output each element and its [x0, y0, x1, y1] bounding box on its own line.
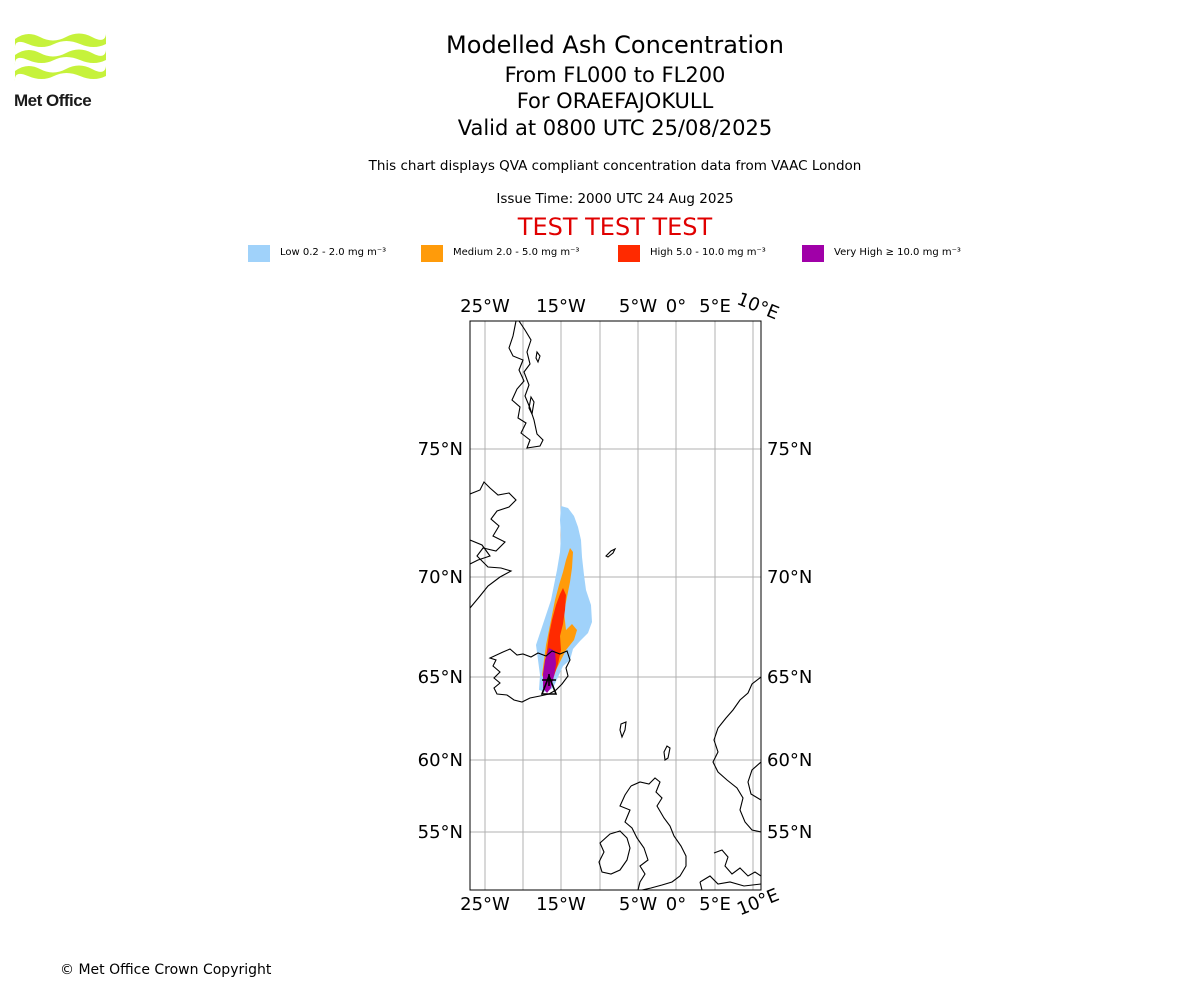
lat-tick-right-75n: 75°N: [767, 439, 812, 460]
legend-label-medium: Medium 2.0 - 5.0 mg m⁻³: [453, 247, 580, 258]
lon-tick-top-0: 0°: [666, 296, 686, 317]
volcano-name: For ORAEFAJOKULL: [516, 89, 714, 113]
lat-tick-left-65n: 65°N: [418, 667, 463, 688]
coast-denmark: [713, 849, 761, 877]
coastlines: [470, 321, 761, 890]
coast-norway-inner: [747, 761, 761, 801]
coast-norway: [712, 676, 761, 833]
coast-greenland-inlet: [470, 539, 491, 565]
legend-swatch-very-high: [802, 245, 824, 262]
map-frame: [469, 320, 762, 891]
coast-great-britain: [619, 777, 687, 890]
release-crosshair: [542, 674, 556, 686]
lon-tick-top-10e: 10°E: [734, 289, 782, 325]
lon-tick-top-5e: 5°E: [699, 296, 731, 317]
legend-label-high: High 5.0 - 10.0 mg m⁻³: [650, 247, 766, 258]
lon-tick-bottom-0: 0°: [666, 894, 686, 915]
coast-faroe: [619, 721, 627, 739]
chart-title: Modelled Ash Concentration: [446, 31, 784, 59]
qva-note: This chart displays QVA compliant concen…: [368, 158, 862, 174]
legend: Low 0.2 - 2.0 mg m⁻³ Medium 2.0 - 5.0 mg…: [0, 244, 1200, 264]
met-office-logo: [14, 33, 106, 81]
lat-tick-right-70n: 70°N: [767, 567, 812, 588]
coast-ireland: [598, 830, 631, 875]
legend-swatch-medium: [421, 245, 443, 262]
coast-greenland: [508, 321, 544, 449]
coast-greenland-south: [470, 481, 517, 609]
lat-tick-left-70n: 70°N: [418, 567, 463, 588]
lon-tick-top-25w: 25°W: [460, 296, 510, 317]
coast-islet-1: [535, 350, 541, 364]
lon-tick-top-5w: 5°W: [619, 296, 657, 317]
lat-tick-left-75n: 75°N: [418, 439, 463, 460]
coast-iceland: [488, 648, 571, 703]
lon-tick-bottom-5w: 5°W: [619, 894, 657, 915]
lat-tick-right-55n: 55°N: [767, 822, 812, 843]
coast-jan-mayen: [605, 547, 617, 558]
legend-label-low: Low 0.2 - 2.0 mg m⁻³: [280, 247, 387, 258]
valid-time: Valid at 0800 UTC 25/08/2025: [457, 116, 773, 140]
coast-islet-2: [528, 395, 535, 416]
copyright-notice: © Met Office Crown Copyright: [60, 962, 272, 978]
lon-tick-bottom-15w: 15°W: [536, 894, 586, 915]
issue-time: Issue Time: 2000 UTC 24 Aug 2025: [496, 191, 734, 207]
legend-swatch-high: [618, 245, 640, 262]
lat-tick-right-65n: 65°N: [767, 667, 812, 688]
coast-netherlands: [699, 881, 703, 890]
graticule: [470, 321, 761, 890]
flight-level-range: From FL000 to FL200: [504, 63, 726, 87]
met-office-logo-text: Met Office: [14, 91, 92, 110]
legend-label-very-high: Very High ≥ 10.0 mg m⁻³: [834, 247, 961, 258]
lon-tick-bottom-5e: 5°E: [699, 894, 731, 915]
coast-shetland: [663, 745, 671, 761]
lon-tick-top-15w: 15°W: [536, 296, 586, 317]
volcano-marker: [540, 673, 558, 695]
coast-continent: [699, 875, 761, 887]
lat-tick-right-60n: 60°N: [767, 750, 812, 771]
lat-tick-left-60n: 60°N: [418, 750, 463, 771]
lon-tick-bottom-25w: 25°W: [460, 894, 510, 915]
legend-swatch-low: [248, 245, 270, 262]
test-banner: TEST TEST TEST: [517, 213, 713, 241]
lat-tick-left-55n: 55°N: [418, 822, 463, 843]
